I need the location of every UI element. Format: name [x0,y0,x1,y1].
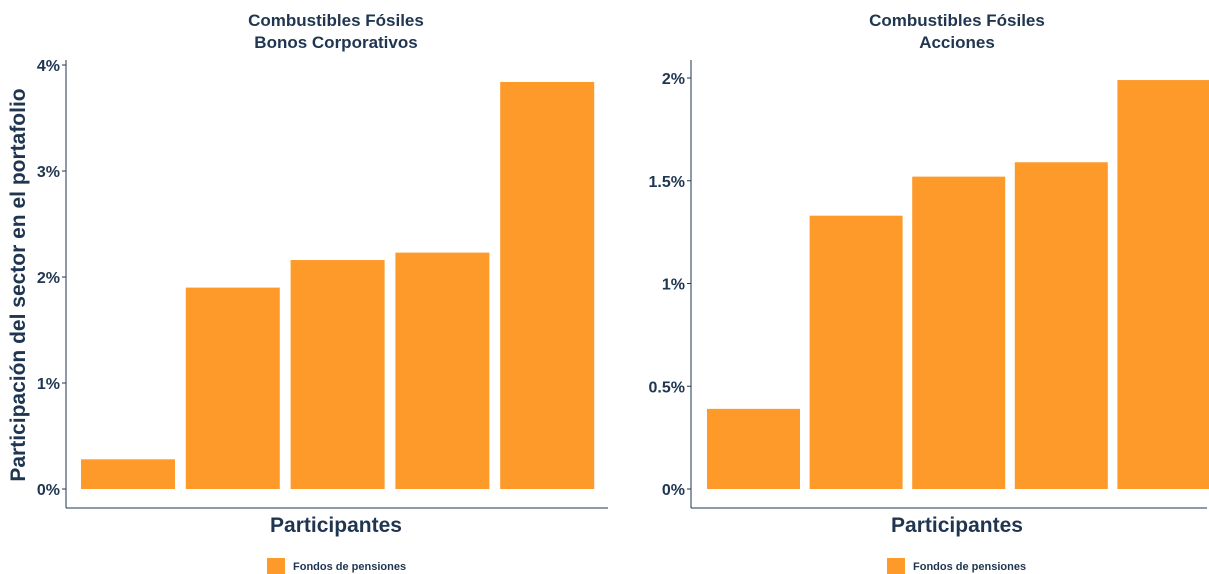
legend-swatch [267,558,285,574]
y-tick-label: 0% [37,482,60,499]
y-tick-label: 3% [37,164,60,181]
legend: Fondos de pensiones [267,558,406,574]
x-axis-label: Participantes [270,514,402,537]
y-tick-label: 0.5% [649,379,685,396]
legend-label: Fondos de pensiones [293,561,406,573]
y-tick-label: 1.5% [649,174,685,191]
y-tick-label: 1% [37,376,60,393]
legend-swatch [887,558,905,574]
chart-title-line-2: Bonos Corporativos [254,33,417,52]
y-tick-label: 2% [662,71,685,88]
y-tick-label: 1% [662,277,685,294]
chart-panel-1: Combustibles Fósiles Bonos Corporativos 0%… [7,11,608,574]
y-axis-label: Participación del sector en el portafoli… [7,88,30,481]
bar-4 [395,252,490,489]
bar-1 [707,408,800,489]
y-tick-label: 0% [662,482,685,499]
chart-title-line-1: Combustibles Fósiles [869,11,1045,30]
y-tick-label: 2% [37,270,60,287]
legend: Fondos de pensiones [887,558,1026,574]
chart-panel-2: Combustibles Fósiles Acciones 0% 0.5% 1% 1.5%… [649,11,1209,574]
bar-1 [81,459,175,489]
y-tick-label: 4% [37,58,60,75]
chart-title-line-1: Combustibles Fósiles [248,11,424,30]
x-axis-label: Participantes [891,514,1023,537]
bar-5 [1117,80,1209,490]
bar-4 [1014,162,1108,489]
bar-5 [500,81,595,490]
bar-2 [809,215,903,489]
legend-label: Fondos de pensiones [913,561,1026,573]
bar-3 [290,260,385,489]
chart-title-line-2: Acciones [919,33,995,52]
bar-3 [912,176,1006,489]
bar-2 [185,287,280,489]
